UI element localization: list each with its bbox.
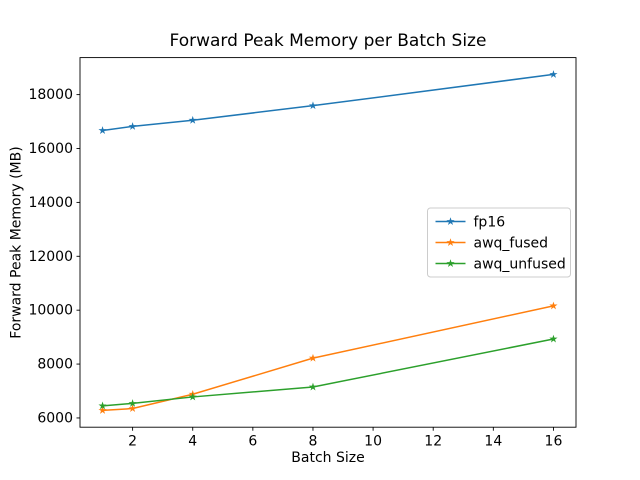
data-point-marker-fp16: [188, 115, 197, 124]
x-tick-label: 6: [248, 434, 257, 450]
legend-sample-marker: [446, 259, 455, 267]
y-tick-label: 12000: [28, 249, 73, 265]
data-point-marker-fp16: [549, 70, 558, 78]
legend-label: awq_fused: [474, 236, 549, 252]
legend-sample-marker: [446, 238, 455, 246]
data-point-marker-awq_unfused: [308, 382, 318, 391]
chart-title: Forward Peak Memory per Batch Size: [169, 31, 487, 51]
legend-label: fp16: [474, 215, 506, 231]
data-point-marker-awq_fused: [128, 404, 137, 413]
x-tick-label: 14: [484, 434, 502, 450]
x-tick-label: 8: [309, 434, 318, 450]
x-tick-label: 12: [424, 434, 442, 450]
data-point-marker-awq_fused: [308, 353, 318, 362]
y-tick-label: 14000: [28, 195, 73, 211]
y-tick-label: 16000: [28, 141, 73, 157]
data-point-marker-fp16: [98, 126, 107, 134]
legend-sample-marker: [446, 217, 455, 225]
y-tick-label: 6000: [37, 410, 73, 426]
data-point-marker-fp16: [128, 122, 137, 130]
data-point-marker-awq_unfused: [188, 392, 197, 401]
data-point-marker-fp16: [308, 101, 318, 110]
data-point-marker-awq_unfused: [98, 401, 107, 410]
x-tick-label: 16: [545, 434, 563, 450]
data-point-marker-awq_unfused: [549, 334, 558, 343]
y-tick-label: 10000: [28, 303, 73, 319]
y-tick-label: 8000: [37, 357, 73, 373]
x-tick-label: 10: [364, 434, 382, 450]
y-tick-label: 18000: [28, 87, 73, 103]
data-point-marker-awq_fused: [98, 406, 107, 414]
data-point-marker-awq_fused: [549, 301, 558, 310]
legend-box: [427, 207, 571, 278]
x-axis-label: Batch Size: [291, 450, 365, 466]
data-point-marker-awq_unfused: [128, 399, 137, 407]
legend-label: awq_unfused: [474, 257, 566, 273]
x-tick-label: 2: [128, 434, 137, 450]
x-tick-label: 4: [188, 434, 197, 450]
